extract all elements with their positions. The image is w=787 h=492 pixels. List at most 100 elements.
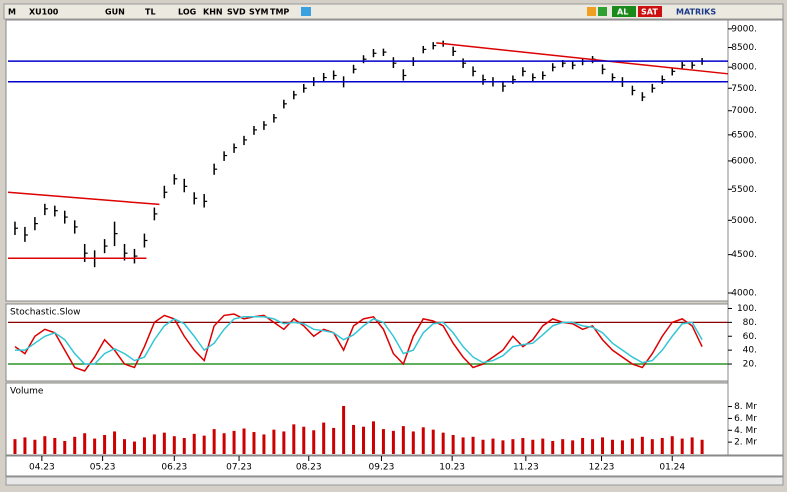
volume-bar	[680, 438, 684, 454]
y-tick-label: 20.	[743, 360, 757, 370]
y-tick-label: 7500.	[731, 84, 757, 94]
buy-label[interactable]: AL	[617, 8, 628, 17]
volume-bar	[73, 436, 77, 454]
y-tick-label: 5500.	[731, 185, 757, 195]
trend-line	[7, 191, 160, 206]
y-tick-label: 5000.	[731, 216, 757, 226]
button[interactable]: SYM	[249, 8, 269, 17]
volume-bar	[123, 439, 127, 454]
volume-bar	[242, 428, 246, 454]
icon[interactable]	[598, 7, 607, 16]
volume-bar	[342, 405, 346, 454]
volume-bar	[113, 431, 117, 454]
panel-title: Volume	[10, 387, 44, 397]
scrollbar[interactable]	[5, 476, 784, 486]
panel-title: Stochastic.Slow	[10, 308, 81, 318]
button[interactable]: LOG	[178, 8, 196, 17]
volume-bar	[581, 437, 585, 454]
icon[interactable]	[587, 7, 596, 16]
volume-bar	[690, 437, 694, 454]
volume-bar	[282, 431, 286, 454]
volume-bar	[23, 437, 27, 454]
volume-bar	[451, 435, 455, 454]
button[interactable]: GUN	[105, 8, 125, 17]
y-tick-label: 4. Mr	[734, 426, 757, 436]
x-tick-label: 10.23	[439, 463, 465, 473]
volume-bar	[162, 432, 166, 454]
volume-bar	[670, 436, 674, 454]
price-panel	[5, 19, 729, 302]
volume-bar	[83, 433, 87, 454]
volume-bar	[252, 432, 256, 454]
volume-bar	[63, 440, 67, 454]
volume-bar	[142, 437, 146, 454]
sell-label[interactable]: SAT	[641, 8, 658, 17]
volume-bar	[53, 437, 57, 454]
volume-bar	[521, 437, 525, 454]
button[interactable]: SVD	[227, 8, 246, 17]
volume-bar	[511, 439, 515, 454]
menu[interactable]: M	[8, 8, 16, 17]
volume-bar	[620, 440, 624, 454]
volume-bar	[13, 439, 17, 454]
y-tick-label: 4000.	[731, 289, 757, 299]
volume-bar	[132, 441, 136, 454]
volume-bar	[401, 426, 405, 454]
y-tick-label: 6000.	[731, 156, 757, 166]
volume-bar	[322, 422, 326, 454]
stoch-line	[14, 313, 703, 372]
volume-bar	[630, 438, 634, 454]
volume-bar	[172, 436, 176, 454]
volume-bar	[541, 438, 545, 454]
twitter-icon[interactable]	[301, 7, 311, 16]
y-tick-label: 8000.	[731, 63, 757, 73]
stoch-panel	[5, 303, 729, 382]
volume-bar	[222, 433, 226, 454]
volume-bar	[381, 429, 385, 454]
volume-bar	[43, 436, 47, 454]
volume-bar	[103, 435, 107, 454]
stoch-line	[14, 316, 703, 365]
volume-bar	[292, 424, 296, 454]
value-axis-area	[727, 19, 784, 456]
button[interactable]: KHN	[203, 8, 223, 17]
y-tick-label: 80.	[743, 318, 757, 328]
volume-bar	[272, 429, 276, 454]
y-tick-label: 2. Mr	[734, 438, 757, 448]
x-tick-label: 11.23	[513, 463, 539, 473]
volume-bar	[332, 427, 336, 454]
volume-bar	[551, 440, 555, 454]
brand: MATRIKS	[676, 8, 716, 17]
x-axis-area	[5, 455, 784, 477]
volume-bar	[461, 437, 465, 454]
x-tick-label: 08.23	[296, 463, 322, 473]
volume-bar	[192, 433, 196, 454]
volume-bar	[421, 427, 425, 454]
volume-bar	[362, 426, 366, 454]
volume-bar	[640, 436, 644, 454]
button[interactable]: TL	[145, 8, 156, 17]
button[interactable]: TMP	[270, 8, 289, 17]
volume-bar	[481, 439, 485, 454]
x-tick-label: 05.23	[90, 463, 116, 473]
buy-button[interactable]	[612, 6, 636, 17]
volume-bar	[491, 438, 495, 454]
volume-bar	[312, 430, 316, 454]
symbol[interactable]: XU100	[29, 8, 59, 17]
volume-panel	[5, 382, 729, 456]
y-tick-label: 4500.	[731, 250, 757, 260]
volume-bar	[591, 439, 595, 454]
volume-bar	[441, 432, 445, 454]
x-tick-label: 07.23	[226, 463, 252, 473]
volume-bar	[93, 438, 97, 454]
sell-button[interactable]	[638, 6, 662, 17]
volume-bar	[650, 439, 654, 454]
y-tick-label: 8. Mr	[734, 402, 757, 412]
volume-bar	[571, 440, 575, 454]
y-tick-label: 7000.	[731, 106, 757, 116]
y-tick-label: 9000.	[731, 24, 757, 34]
toolbar: M XU100 GUN TL LOG KHN SVD SYM TMP AL SA…	[3, 3, 784, 20]
y-tick-label: 8500.	[731, 43, 757, 53]
volume-bar	[610, 439, 614, 454]
